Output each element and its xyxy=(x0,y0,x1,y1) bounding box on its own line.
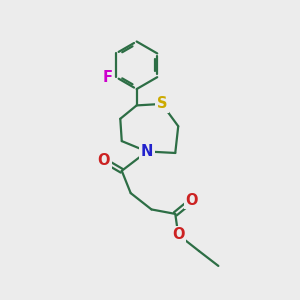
Text: S: S xyxy=(157,96,167,111)
Text: F: F xyxy=(103,70,113,85)
Text: O: O xyxy=(98,153,110,168)
Text: O: O xyxy=(172,227,184,242)
Text: N: N xyxy=(141,144,153,159)
Text: O: O xyxy=(185,193,198,208)
